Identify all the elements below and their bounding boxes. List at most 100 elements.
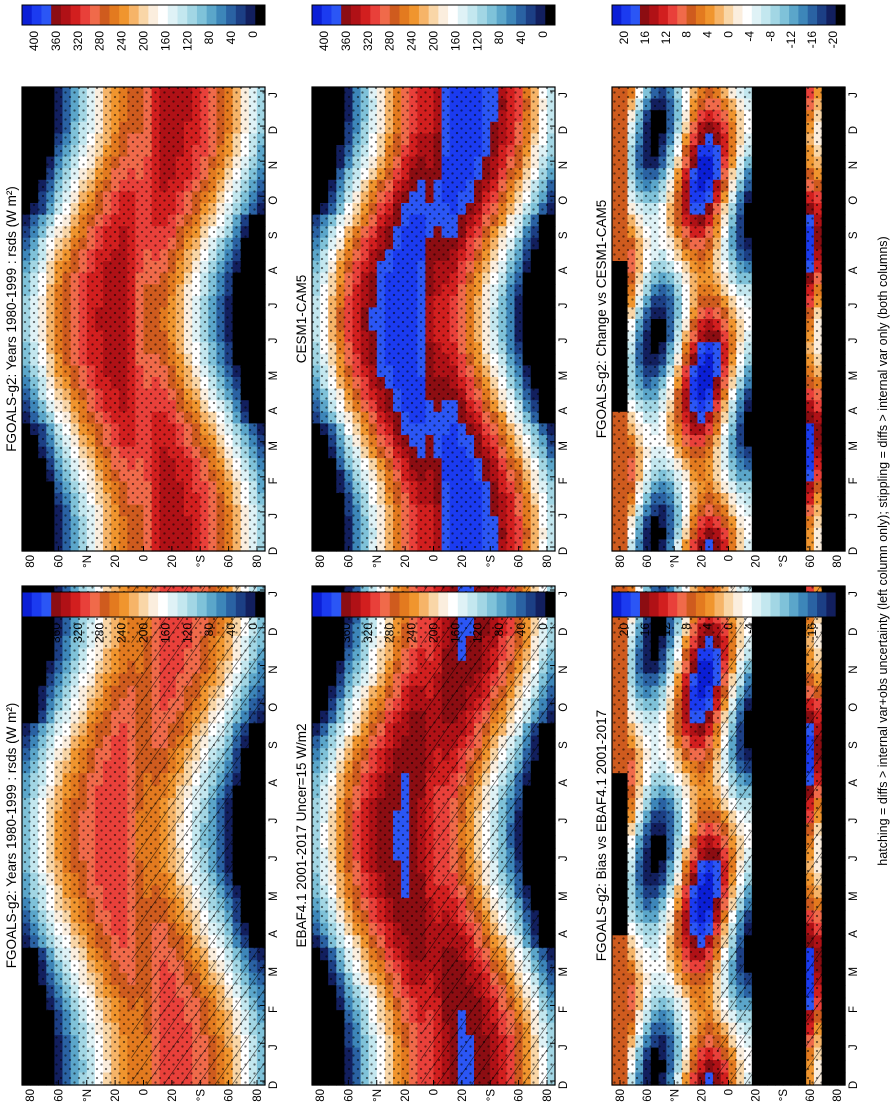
colorbar-swatch [51, 5, 62, 25]
colorbar-frame [311, 591, 556, 618]
colorbar-swatch [216, 592, 227, 617]
colorbar-label: 240 [115, 31, 129, 51]
colorbar-label: 360 [49, 31, 63, 51]
colorbar-swatch [119, 592, 130, 617]
lat-tick-label: 60 [224, 1089, 236, 1102]
colorbar: 400 360 320 280 240 200 160 120 80 40 0 [21, 4, 266, 51]
lat-tick-label: °N [82, 555, 94, 568]
month-tick-label: M [558, 967, 570, 977]
lat-tick-label: 0 [139, 1089, 151, 1095]
colorbar-swatch [128, 592, 140, 617]
panel-2: FGOALS-g2: Years 1980-1999 : rsds (W m²)… [4, 4, 280, 568]
lat-tick-label: 20 [167, 1089, 179, 1102]
month-tick-label: J [268, 303, 280, 309]
colorbar-swatch [99, 592, 110, 617]
colorbar-label: 40 [224, 31, 238, 45]
lat-tick-label: 80 [542, 1089, 554, 1102]
colorbar-swatch [428, 592, 439, 617]
colorbar-swatch [545, 592, 556, 617]
colorbar-label: 280 [93, 623, 107, 643]
lat-tick-label: 60 [53, 555, 65, 568]
colorbar-swatch [109, 592, 120, 617]
month-tick-label: N [268, 161, 280, 169]
lat-tick-label: 60 [53, 1089, 65, 1102]
colorbar-swatch [31, 592, 42, 617]
lat-tick-label: 80 [25, 555, 37, 568]
colorbar-swatch [138, 5, 149, 25]
colorbar-label: 160 [448, 623, 462, 643]
month-tick-label: S [268, 231, 280, 239]
month-tick-label: M [268, 967, 280, 977]
lat-tick-label: 60 [224, 555, 236, 568]
month-tick-label: J [268, 338, 280, 344]
month-tick-label: S [558, 741, 570, 749]
month-tick-label: D [558, 1081, 570, 1089]
month-tick-label: F [268, 1006, 280, 1013]
colorbar-swatch [22, 592, 33, 617]
colorbar-swatch [360, 592, 371, 617]
month-tick-label: F [268, 477, 280, 484]
lat-tick-label: °S [195, 555, 207, 568]
month-tick-label: J [268, 513, 280, 519]
colorbar-label: 200 [427, 623, 441, 643]
colorbar-swatch [148, 592, 159, 617]
colorbar-label: 0 [536, 623, 550, 630]
colorbar-label: 80 [202, 623, 216, 637]
month-tick-label: D [558, 628, 570, 636]
month-tick-label: A [268, 930, 280, 938]
panel-1: FGOALS-g2: Years 1980-1999 : rsds (W m²)… [4, 585, 280, 1102]
month-tick-label: N [268, 665, 280, 673]
colorbar-swatch [418, 592, 430, 617]
colorbar-swatch [109, 5, 120, 25]
colorbar-swatch [31, 5, 42, 25]
colorbar-swatch [438, 592, 449, 617]
lat-tick-label: 60 [514, 1089, 526, 1102]
colorbar-swatch [70, 5, 81, 25]
lat-tick-label: 20 [457, 1089, 469, 1102]
month-tick-label: A [558, 779, 570, 787]
colorbar-swatch [255, 592, 266, 617]
colorbar-swatch [331, 592, 342, 617]
month-tick-label: J [558, 591, 570, 597]
colorbar-label: 160 [158, 623, 172, 643]
lat-tick-label: 80 [25, 1089, 37, 1102]
colorbar-label: 160 [158, 31, 172, 51]
colorbar-swatch [467, 592, 478, 617]
colorbar-label: 360 [49, 623, 63, 643]
colorbar-swatch [196, 5, 208, 25]
colorbar-swatch [187, 592, 198, 617]
colorbar-swatch [167, 592, 178, 617]
month-tick-label: M [268, 371, 280, 381]
lat-tick-label: 0 [429, 1089, 441, 1095]
colorbar-swatch [177, 592, 188, 617]
month-tick-label: J [268, 591, 280, 597]
lat-tick-label: 20 [110, 1089, 122, 1102]
colorbar-label: 320 [361, 623, 375, 643]
colorbar-swatch [496, 592, 507, 617]
colorbar-swatch [226, 5, 237, 25]
colorbar-label: 240 [405, 623, 419, 643]
colorbar-swatch [167, 5, 178, 25]
colorbar-swatch [245, 5, 256, 25]
lat-tick-label: 80 [252, 1089, 264, 1102]
colorbar-label: 40 [224, 623, 238, 637]
lat-tick-label: 0 [139, 555, 151, 561]
colorbar-label: 80 [202, 31, 216, 45]
colorbar-swatch [70, 592, 81, 617]
colorbar: 400 360 320 280 240 200 160 120 80 40 0 [311, 591, 556, 643]
month-tick-label: D [268, 1081, 280, 1089]
stipple-overlay [22, 87, 265, 551]
colorbar-label: 120 [180, 31, 194, 51]
lat-tick-label: °S [195, 1089, 207, 1102]
colorbar-swatch [380, 592, 391, 617]
panel-title: FGOALS-g2: Years 1980-1999 : rsds (W m²) [4, 703, 19, 969]
colorbar-swatch [226, 592, 237, 617]
colorbar-swatch [41, 592, 52, 617]
month-tick-label: A [558, 930, 570, 938]
lat-tick-label: °N [82, 1089, 94, 1102]
colorbar-swatch [255, 5, 266, 25]
colorbar-frame [21, 4, 266, 26]
lat-tick-label: 80 [252, 555, 264, 568]
